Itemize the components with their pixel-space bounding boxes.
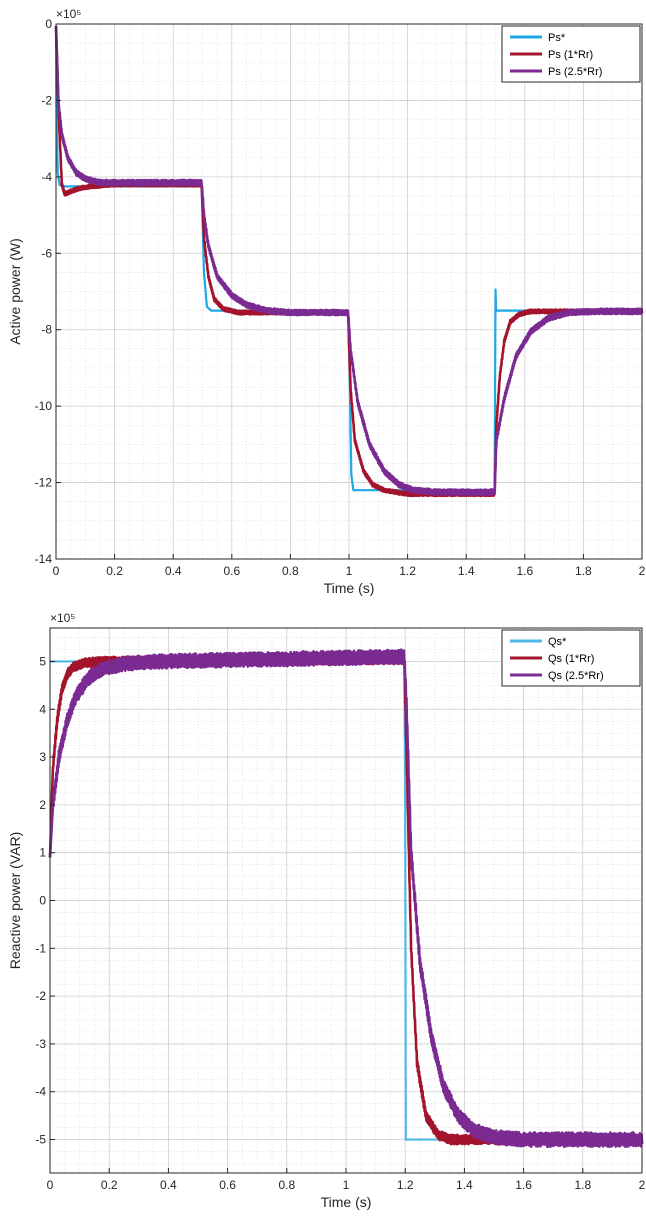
x-tick-label: 1.6 [516,564,533,578]
legend-label-qs-2-5rr: Qs (2.5*Rr) [548,670,604,682]
legend-label-ps-ref: Ps* [548,32,566,44]
reactive-power-y-tick-labels: -5 -4 -3 -2 -1 0 1 2 3 4 5 [35,654,55,1147]
reactive-power-series [48,648,644,1148]
y-tick-label: 2 [39,798,46,812]
reactive-power-legend: Qs* Qs (1*Rr) Qs (2.5*Rr) [501,629,641,687]
legend-label-qs-1rr: Qs (1*Rr) [548,653,594,665]
active-power-exponent-label: ×10⁵ [56,7,81,21]
y-tick-label: -6 [41,246,52,260]
y-tick-label: -2 [35,989,46,1003]
x-tick-label: 1.6 [515,1178,532,1192]
legend-item-ps-ref: Ps* [510,32,566,44]
y-tick-label: 0 [45,17,52,31]
y-tick-label: -12 [35,476,53,490]
x-tick-label: 0.6 [219,1178,236,1192]
y-tick-label: -4 [35,1085,46,1099]
reactive-power-x-tick-labels: 0 0.2 0.4 0.6 0.8 1 1.2 1.4 1.6 1.8 2 [47,1168,646,1192]
y-tick-label: 4 [39,702,46,716]
x-tick-label: 1.2 [399,564,416,578]
x-tick-label: 0.2 [101,1178,118,1192]
x-tick-label: 0.8 [282,564,299,578]
active-power-series [54,25,644,498]
legend-item-ps-2-5rr: Ps (2.5*Rr) [510,66,602,78]
y-tick-label: -3 [35,1037,46,1051]
active-power-y-tick-labels: -14 -12 -10 -8 -6 -4 -2 0 [35,17,61,566]
x-tick-label: 0.8 [278,1178,295,1192]
x-tick-label: 1.4 [456,1178,473,1192]
active-power-x-axis-label: Time (s) [324,580,375,596]
x-tick-label: 0.2 [106,564,123,578]
x-tick-label: 1 [346,564,353,578]
legend-label-ps-2-5rr: Ps (2.5*Rr) [548,66,602,78]
y-tick-label: -1 [35,941,46,955]
legend-item-qs-1rr: Qs (1*Rr) [510,653,594,665]
legend-label-ps-1rr: Ps (1*Rr) [548,49,593,61]
reactive-power-y-axis-label: Reactive power (VAR) [7,832,23,969]
y-tick-label: -5 [35,1133,46,1147]
active-power-x-tick-labels: 0 0.2 0.4 0.6 0.8 1 1.2 1.4 1.6 1.8 2 [53,554,646,578]
reactive-power-x-axis-label: Time (s) [321,1194,372,1210]
x-tick-label: 0 [53,564,60,578]
y-tick-label: 3 [39,750,46,764]
y-tick-label: -8 [41,323,52,337]
y-tick-label: -4 [41,170,52,184]
y-tick-label: -10 [35,399,53,413]
x-tick-label: 2 [639,564,646,578]
reactive-power-chart: 0 0.2 0.4 0.6 0.8 1 1.2 1.4 1.6 1.8 2 -5 -4 -3 -2 -1 0 1… [7,611,646,1210]
legend-item-ps-1rr: Ps (1*Rr) [510,49,593,61]
x-tick-label: 0.4 [165,564,182,578]
active-power-series-line-2 [54,25,644,497]
x-tick-label: 1.8 [575,564,592,578]
active-power-series-line-0 [54,25,642,492]
reactive-power-legend-box [501,629,641,687]
y-tick-label: -2 [41,93,52,107]
legend-label-qs-ref: Qs* [548,636,567,648]
x-tick-label: 1 [343,1178,350,1192]
active-power-y-axis-label: Active power (W) [7,238,23,345]
active-power-legend: Ps* Ps (1*Rr) Ps (2.5*Rr) [501,25,641,83]
y-tick-label: 5 [39,654,46,668]
x-tick-label: 2 [639,1178,646,1192]
x-tick-label: 0.4 [160,1178,177,1192]
legend-item-qs-2-5rr: Qs (2.5*Rr) [510,670,604,682]
active-power-chart: 0 0.2 0.4 0.6 0.8 1 1.2 1.4 1.6 1.8 2 -14-12-10-8-… [7,7,646,596]
x-tick-label: 0 [47,1178,54,1192]
x-tick-label: 1.2 [397,1178,414,1192]
y-tick-label: 1 [39,846,46,860]
y-tick-label: -14 [35,552,53,566]
y-tick-label: 0 [39,894,46,908]
reactive-power-series-line-2 [48,648,644,1148]
x-tick-label: 1.4 [458,564,475,578]
reactive-power-exponent-label: ×10⁵ [50,611,75,625]
x-tick-label: 0.6 [223,564,240,578]
x-tick-label: 1.8 [574,1178,591,1192]
legend-item-qs-ref: Qs* [510,636,567,648]
